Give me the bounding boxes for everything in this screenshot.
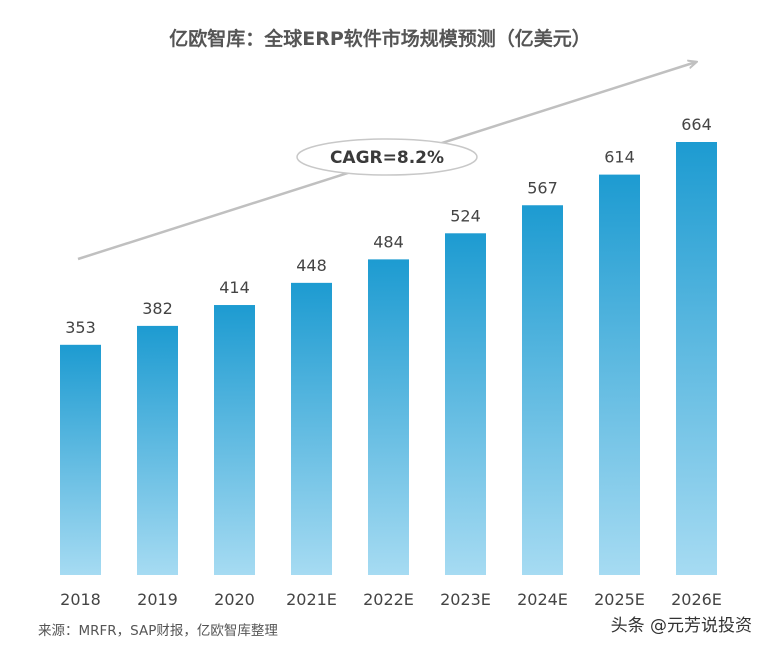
x-tick-label-2019: 2019 <box>137 590 178 609</box>
bars-group: 353 2018 382 2019 414 2020 448 2021E 484 2022E 524… <box>60 115 722 609</box>
x-tick-label-2022E: 2022E <box>363 590 414 609</box>
bar-2026E <box>676 142 717 575</box>
value-label-2018: 353 <box>65 318 96 337</box>
x-tick-label-2018: 2018 <box>60 590 101 609</box>
cagr-ellipse <box>296 138 478 176</box>
value-label-2024E: 567 <box>527 178 558 197</box>
x-tick-label-2024E: 2024E <box>517 590 568 609</box>
bar-2021E <box>291 282 332 575</box>
cagr-annotation: CAGR=8.2% <box>330 148 444 168</box>
value-label-2025E: 614 <box>604 148 635 167</box>
x-tick-label-2020: 2020 <box>214 590 255 609</box>
value-label-2020: 414 <box>219 278 250 297</box>
bar-2023E <box>445 233 486 576</box>
bar-2020 <box>214 305 255 575</box>
x-tick-label-2025E: 2025E <box>594 590 645 609</box>
x-tick-label-2021E: 2021E <box>286 590 337 609</box>
value-label-2019: 382 <box>142 299 173 318</box>
value-label-2026E: 664 <box>681 115 712 134</box>
value-label-2022E: 484 <box>373 232 404 251</box>
watermark: 头条 @元芳说投资 <box>611 616 752 636</box>
bar-2024E <box>522 205 563 575</box>
value-label-2023E: 524 <box>450 206 481 225</box>
bar-2025E <box>599 174 640 576</box>
bar-2022E <box>368 259 409 575</box>
bar-2019 <box>137 325 178 575</box>
x-tick-label-2026E: 2026E <box>671 590 722 609</box>
source-note: 来源：MRFR，SAP财报，亿欧智库整理 <box>38 623 278 639</box>
chart-title: 亿欧智库：全球ERP软件市场规模预测（亿美元） <box>169 27 591 50</box>
x-tick-label-2023E: 2023E <box>440 590 491 609</box>
value-label-2021E: 448 <box>296 256 327 275</box>
bar-2018 <box>60 344 101 575</box>
